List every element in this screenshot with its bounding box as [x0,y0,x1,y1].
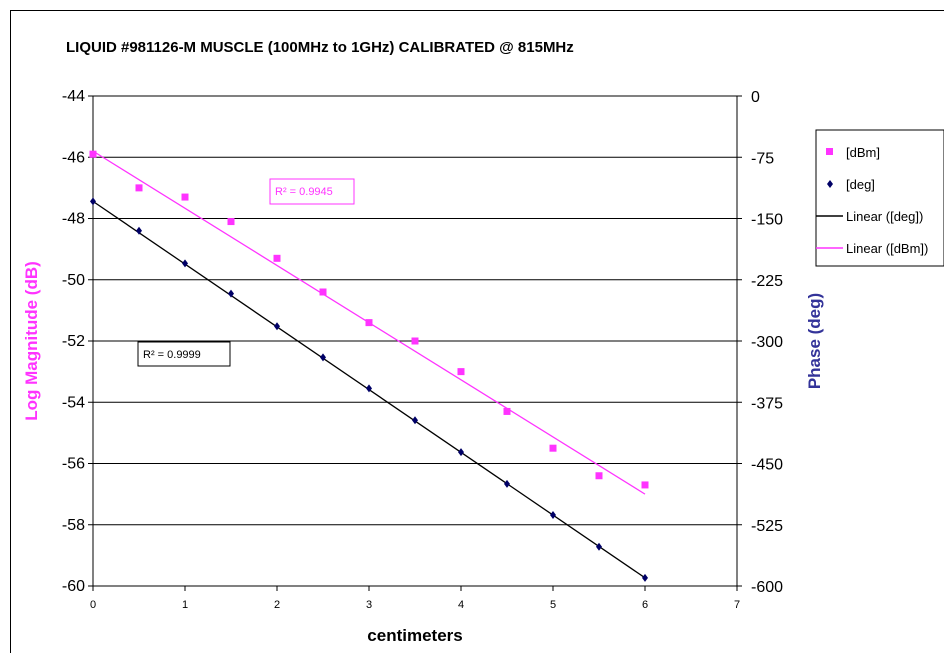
data-point-dbm [89,150,97,158]
data-point-deg [136,226,142,235]
data-point-dbm [549,444,557,452]
legend-label: [deg] [846,177,875,192]
data-point-dbm [595,472,603,480]
x-tick-label: 0 [90,599,96,611]
y-left-tick-label: -60 [62,578,85,595]
r2-box [137,341,231,367]
legend-box [815,129,944,267]
legend-marker-deg [827,180,833,188]
x-tick-label: 3 [366,599,372,611]
data-point-dbm [319,288,327,296]
data-point-deg [274,322,280,331]
y-left-tick-label: -58 [62,517,85,534]
x-tick-label: 7 [734,599,740,611]
y-right-tick-label: -375 [751,395,783,412]
x-axis-label: centimeters [367,626,462,645]
data-point-dbm [411,337,419,345]
y-right-tick-label: 0 [751,89,760,106]
data-point-dbm [181,193,189,201]
y-right-tick-label: -450 [751,457,783,474]
legend-label: Linear ([deg]) [846,209,923,224]
data-point-dbm [273,254,281,262]
chart-frame [10,10,944,653]
x-tick-label: 6 [642,599,648,611]
data-point-deg [366,384,372,393]
data-point-dbm [227,218,235,226]
data-point-deg [320,353,326,362]
data-point-deg [596,542,602,551]
legend-label: Linear ([dBm]) [846,241,928,256]
x-tick-label: 4 [458,599,464,611]
y-right-tick-label: -75 [751,150,774,167]
y-right-tick-label: -600 [751,579,783,596]
y-right-tick-label: -150 [751,212,783,229]
legend-marker-dbm [826,148,833,155]
data-point-deg [90,197,96,206]
y-left-tick-label: -54 [62,394,85,411]
r2-label: R² = 0.9999 [143,349,201,361]
data-point-deg [182,259,188,268]
y-left-tick-label: -46 [62,149,85,166]
y-left-tick-label: -50 [62,272,85,289]
data-point-deg [504,479,510,488]
y-right-axis-label: Phase (deg) [805,293,824,389]
y-left-tick-label: -44 [62,88,85,105]
y-left-tick-label: -52 [62,333,85,350]
chart-title: LIQUID #981126-M MUSCLE (100MHz to 1GHz)… [66,39,574,56]
r2-box [269,178,355,205]
x-tick-label: 2 [274,599,280,611]
y-left-tick-label: -56 [62,456,85,473]
data-point-deg [550,510,556,519]
data-point-deg [228,289,234,298]
y-right-tick-label: -525 [751,518,783,535]
r2-label: R² = 0.9945 [275,186,333,198]
data-point-deg [412,416,418,425]
y-left-axis-label: Log Magnitude (dB) [22,261,41,421]
x-tick-label: 5 [550,599,556,611]
data-point-deg [458,448,464,457]
legend-label: [dBm] [846,145,880,160]
y-left-tick-label: -48 [62,211,85,228]
data-point-dbm [457,368,465,376]
data-point-dbm [365,319,373,327]
data-point-dbm [641,481,649,489]
y-right-tick-label: -300 [751,334,783,351]
data-point-deg [642,573,648,582]
x-tick-label: 1 [182,599,188,611]
data-point-dbm [135,184,143,192]
y-right-tick-label: -225 [751,273,783,290]
data-point-dbm [503,407,511,415]
